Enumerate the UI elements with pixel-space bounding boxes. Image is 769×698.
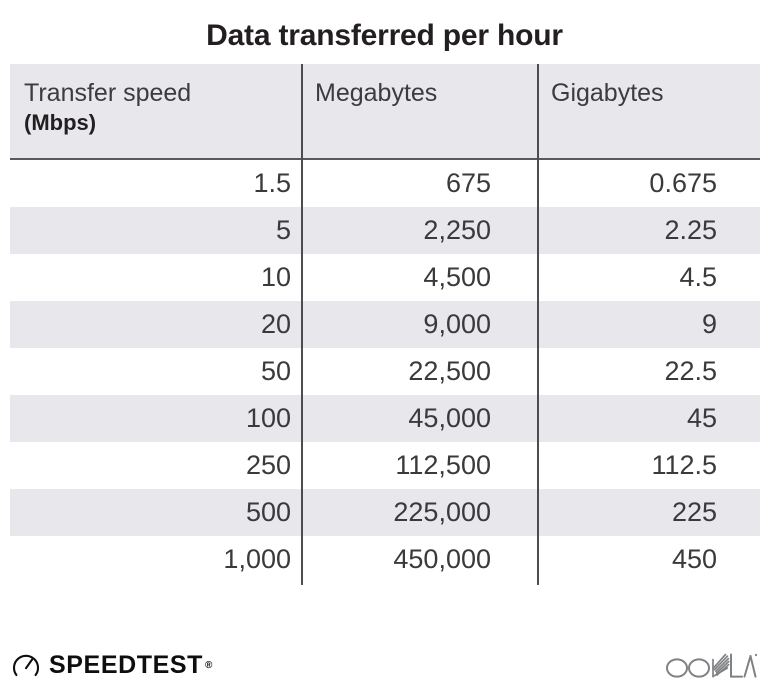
column-divider-1 xyxy=(301,64,303,585)
ookla-logo xyxy=(665,650,757,680)
cell-transfer-speed: 20 xyxy=(260,309,291,339)
cell-gigabytes: 0.675 xyxy=(649,168,717,198)
cell-megabytes: 22,500 xyxy=(408,356,491,386)
footer: SPEEDTEST ® xyxy=(0,640,769,698)
table-row: 250 112,500 112.5 xyxy=(10,442,760,489)
cell-gigabytes: 2.25 xyxy=(664,215,717,245)
table-row: 1,000 450,000 450 xyxy=(10,536,760,583)
cell-transfer-speed: 10 xyxy=(260,262,291,292)
cell-transfer-speed: 5 xyxy=(275,215,291,245)
table-row: 500 225,000 225 xyxy=(10,489,760,536)
speedtest-trademark-icon: ® xyxy=(205,659,213,671)
cell-megabytes: 225,000 xyxy=(393,497,491,527)
table-row: 1.5 675 0.675 xyxy=(10,160,760,207)
table-body: 1.5 675 0.675 5 2,250 2.25 10 4,500 4.5 … xyxy=(10,160,760,583)
table-row: 5 2,250 2.25 xyxy=(10,207,760,254)
data-table: Transfer speed (Mbps) Megabytes Gigabyte… xyxy=(10,64,760,585)
column-header-gigabytes-label: Gigabytes xyxy=(551,79,664,107)
cell-megabytes: 45,000 xyxy=(408,403,491,433)
table-row: 100 45,000 45 xyxy=(10,395,760,442)
cell-transfer-speed: 1.5 xyxy=(253,168,291,198)
table-row: 50 22,500 22.5 xyxy=(10,348,760,395)
cell-megabytes: 2,250 xyxy=(423,215,491,245)
page-title: Data transferred per hour xyxy=(206,19,563,52)
cell-transfer-speed: 500 xyxy=(245,497,291,527)
column-header-megabytes-label: Megabytes xyxy=(315,79,438,107)
table-row: 20 9,000 9 xyxy=(10,301,760,348)
gauge-icon xyxy=(12,654,40,677)
cell-gigabytes: 112.5 xyxy=(651,450,717,480)
cell-megabytes: 4,500 xyxy=(423,262,491,292)
ookla-wordmark-icon xyxy=(666,653,757,678)
speedtest-wordmark: SPEEDTEST xyxy=(49,651,204,679)
column-divider-2 xyxy=(537,64,539,585)
cell-gigabytes: 45 xyxy=(686,403,717,433)
cell-megabytes: 9,000 xyxy=(423,309,491,339)
column-header-gigabytes: Gigabytes xyxy=(551,78,756,108)
column-header-megabytes: Megabytes xyxy=(315,78,530,108)
cell-gigabytes: 450 xyxy=(671,544,717,574)
table-header-row: Transfer speed (Mbps) Megabytes Gigabyte… xyxy=(10,64,760,160)
column-header-transfer-speed-label: Transfer speed xyxy=(24,79,192,107)
cell-transfer-speed: 1,000 xyxy=(223,544,291,574)
cell-gigabytes: 4.5 xyxy=(679,262,717,292)
cell-transfer-speed: 100 xyxy=(245,403,291,433)
cell-megabytes: 112,500 xyxy=(395,450,491,480)
speedtest-logo: SPEEDTEST ® xyxy=(12,648,212,682)
cell-gigabytes: 225 xyxy=(671,497,717,527)
table-row: 10 4,500 4.5 xyxy=(10,254,760,301)
column-header-transfer-speed: Transfer speed (Mbps) xyxy=(24,78,289,138)
cell-transfer-speed: 50 xyxy=(260,356,291,386)
column-header-transfer-speed-unit: (Mbps) xyxy=(24,110,97,135)
cell-transfer-speed: 250 xyxy=(245,450,291,480)
cell-gigabytes: 9 xyxy=(701,309,717,339)
cell-megabytes: 450,000 xyxy=(393,544,491,574)
cell-gigabytes: 22.5 xyxy=(664,356,717,386)
cell-megabytes: 675 xyxy=(445,168,491,198)
